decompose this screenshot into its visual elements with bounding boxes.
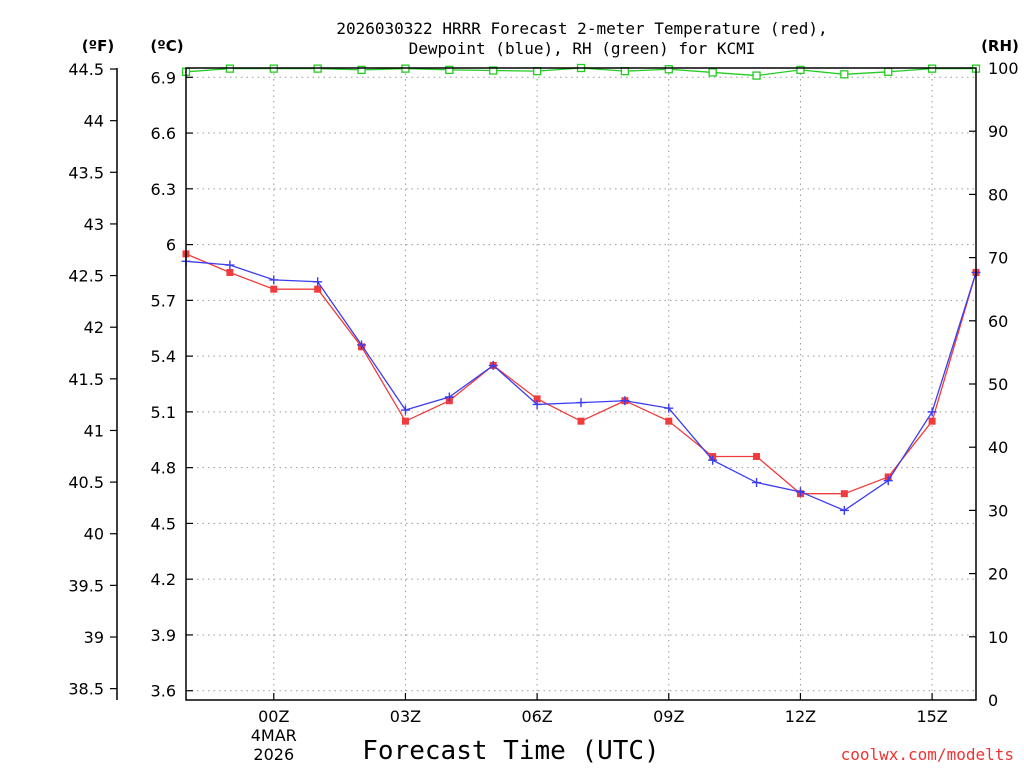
rh-point	[357, 65, 366, 75]
rh-point	[796, 65, 805, 75]
dewpoint-line	[185, 260, 977, 512]
rh-tick-label: 90	[988, 122, 1008, 141]
time-tick-label: 00Z	[258, 707, 289, 726]
rh-tick-label: 40	[988, 438, 1008, 457]
temperature-point	[840, 490, 848, 498]
right-unit-rh: (RH)	[981, 37, 1019, 55]
series-layer	[181, 63, 981, 515]
fahrenheit-tick-label: 38.5	[68, 680, 104, 699]
fahrenheit-tick-label: 42.5	[68, 267, 104, 286]
time-tick-label: 09Z	[653, 707, 684, 726]
dewpoint-point	[839, 505, 849, 515]
celsius-tick-label: 6.6	[151, 124, 176, 143]
rh-tick-label: 80	[988, 185, 1008, 204]
time-tick-label: 06Z	[521, 707, 552, 726]
rh-tick-label: 70	[988, 249, 1008, 268]
fahrenheit-tick-label: 43	[84, 215, 104, 234]
temperature-point	[226, 268, 234, 276]
celsius-tick-label: 6.9	[151, 68, 176, 87]
dewpoint-point	[313, 277, 323, 287]
dewpoint-point	[532, 399, 542, 409]
dewpoint-point	[269, 275, 279, 285]
rh-point	[708, 68, 717, 77]
rh-tick-label: 50	[988, 375, 1008, 394]
dewpoint-point	[883, 476, 893, 486]
fahrenheit-tick-label: 41.5	[68, 370, 104, 389]
fahrenheit-tick-label: 44.5	[68, 60, 104, 79]
fahrenheit-tick-label: 40	[84, 525, 104, 544]
celsius-tick-label: 4.8	[151, 459, 176, 478]
time-tick-label: 15Z	[916, 707, 947, 726]
temperature-point	[665, 417, 673, 425]
fahrenheit-tick-label: 39.5	[68, 576, 104, 595]
temperature-point	[533, 395, 541, 403]
fahrenheit-tick-label: 40.5	[68, 473, 104, 492]
dewpoint-point	[927, 407, 937, 417]
temperature-point	[314, 285, 322, 293]
dewpoint-point	[400, 405, 410, 415]
dewpoint-point	[795, 487, 805, 497]
dewpoint-point	[576, 398, 586, 408]
celsius-tick-label: 5.7	[151, 291, 176, 310]
fahrenheit-tick-label: 43.5	[68, 163, 104, 182]
celsius-tick-label: 5.4	[151, 347, 176, 366]
celsius-tick-label: 4.5	[151, 514, 176, 533]
rh-point	[752, 71, 761, 80]
chart-title-line2: Dewpoint (blue), RH (green) for KCMI	[409, 39, 756, 58]
left-unit-fahrenheit: (ºF)	[82, 37, 114, 55]
fahrenheit-tick-label: 39	[84, 628, 104, 647]
fahrenheit-tick-label: 41	[84, 421, 104, 440]
dewpoint-point	[620, 396, 630, 406]
dewpoint-point	[225, 260, 235, 270]
dewpoint-point	[357, 340, 367, 350]
celsius-tick-label: 6.3	[151, 180, 176, 199]
rh-tick-label: 60	[988, 312, 1008, 331]
rh-tick-label: 10	[988, 628, 1008, 647]
time-tick-label: 03Z	[390, 707, 421, 726]
date-label-day: 4MAR	[251, 726, 297, 745]
date-label-year: 2026	[253, 745, 294, 764]
source-credit: coolwx.com/modelts	[841, 745, 1014, 764]
temperature-line	[185, 253, 977, 495]
chart-title-line1: 2026030322 HRRR Forecast 2-meter Tempera…	[336, 19, 827, 38]
temperature-point	[270, 285, 278, 293]
time-tick-label: 12Z	[785, 707, 816, 726]
dewpoint-point	[708, 455, 718, 465]
rh-point	[445, 65, 454, 75]
rh-tick-label: 20	[988, 565, 1008, 584]
plot-frame	[185, 67, 977, 701]
celsius-tick-label: 6	[166, 236, 176, 255]
temperature-point	[401, 417, 409, 425]
fahrenheit-tick-label: 42	[84, 318, 104, 337]
dewpoint-point	[752, 478, 762, 488]
rh-tick-label: 0	[988, 691, 998, 710]
left-unit-celsius: (ºC)	[150, 37, 183, 55]
dewpoint-point	[444, 392, 454, 402]
celsius-tick-label: 4.2	[151, 570, 176, 589]
dewpoint-point	[488, 360, 498, 370]
temperature-point	[753, 452, 761, 460]
fahrenheit-axis: 44.5 44 43.5 43 42.5 42 41.5 41 40.5 40 39.5 39 38.5	[68, 60, 117, 699]
temperature-point	[928, 417, 936, 425]
celsius-tick-label: 5.1	[151, 403, 176, 422]
rh-point	[840, 70, 849, 79]
temperature-point	[577, 417, 585, 425]
rh-point	[884, 67, 893, 76]
fahrenheit-tick-label: 44	[84, 112, 104, 131]
celsius-axis: 6.9 6.6 6.3 6 5.7 5.4 5.1 4.8 4.5 4.2 3.9 3.6	[151, 68, 193, 701]
grid-lines	[186, 68, 976, 700]
dewpoint-point	[664, 403, 674, 413]
rh-point	[664, 65, 673, 74]
celsius-tick-label: 3.9	[151, 626, 176, 645]
rh-tick-label: 100	[988, 59, 1019, 78]
celsius-tick-label: 3.6	[151, 682, 176, 701]
rh-point	[489, 66, 498, 75]
rh-tick-label: 30	[988, 501, 1008, 520]
x-axis-label: Forecast Time (UTC)	[362, 736, 659, 766]
